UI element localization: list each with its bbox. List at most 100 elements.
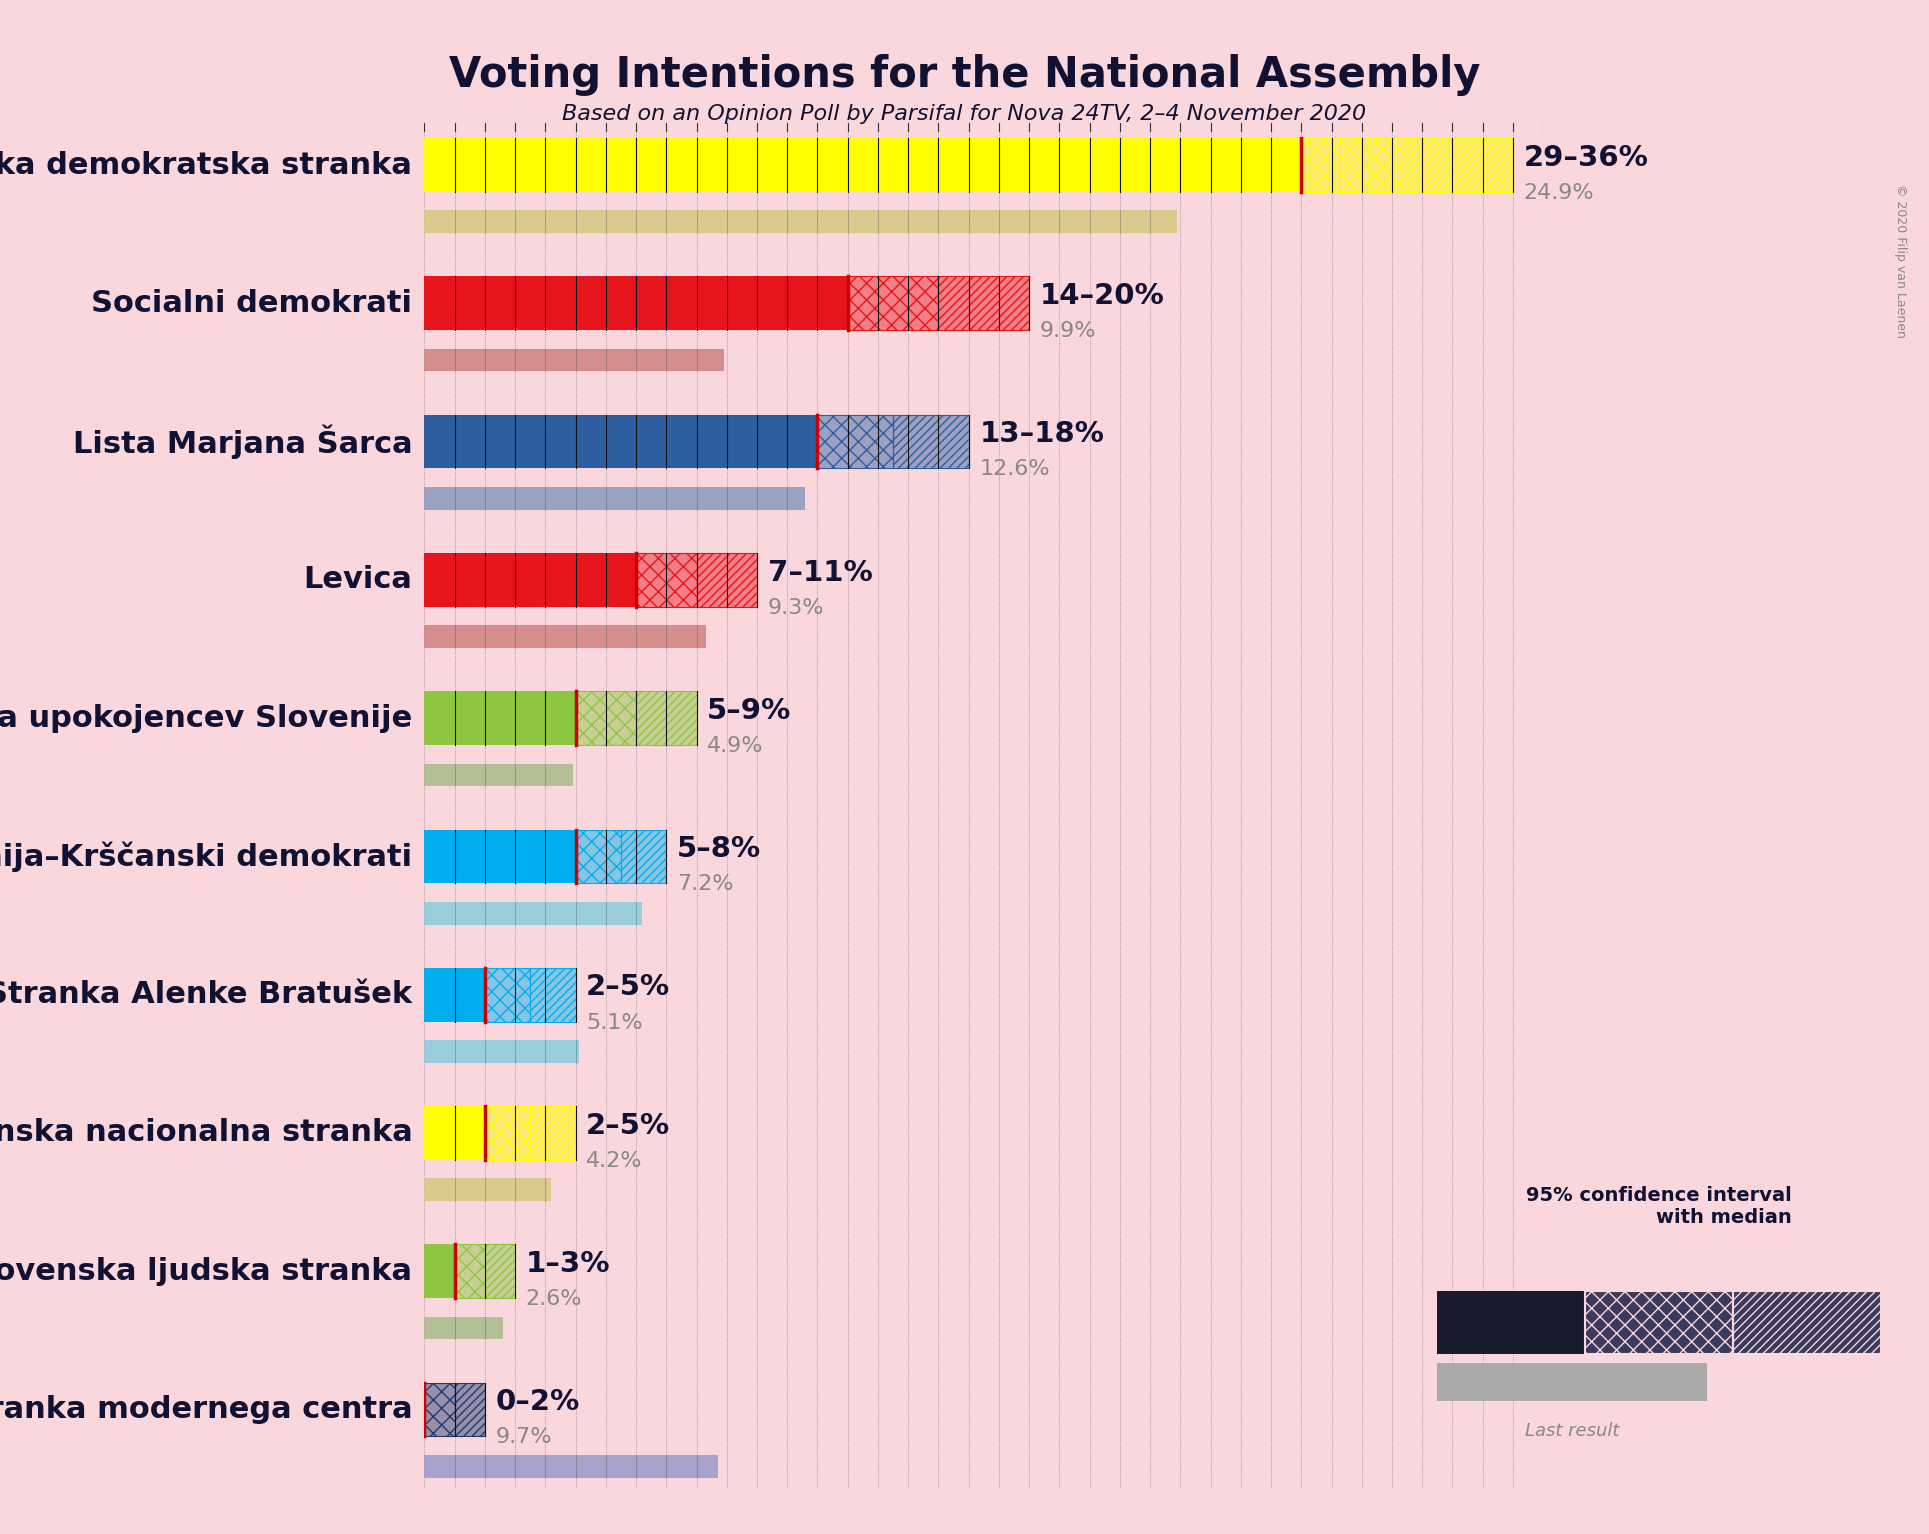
Bar: [893, 414, 968, 468]
Bar: [424, 1178, 552, 1201]
Bar: [1732, 1290, 1881, 1355]
Text: 29–36%: 29–36%: [1524, 144, 1649, 172]
Bar: [937, 276, 1030, 330]
Text: 7–11%: 7–11%: [768, 558, 872, 586]
Bar: [424, 1106, 484, 1160]
Bar: [637, 692, 696, 746]
Bar: [424, 764, 573, 787]
Bar: [1586, 1290, 1732, 1355]
Bar: [1302, 138, 1406, 192]
Bar: [424, 626, 706, 647]
Bar: [424, 414, 818, 468]
Text: 5–9%: 5–9%: [708, 696, 791, 726]
Bar: [696, 554, 756, 607]
Bar: [424, 1454, 718, 1477]
Text: Lista Marjana Šarca: Lista Marjana Šarca: [73, 425, 413, 459]
Text: 5–8%: 5–8%: [677, 834, 762, 864]
Bar: [424, 902, 642, 925]
Bar: [621, 830, 666, 884]
Text: 12.6%: 12.6%: [980, 460, 1049, 480]
Text: Last result: Last result: [1526, 1422, 1618, 1440]
Text: 14–20%: 14–20%: [1040, 282, 1165, 310]
Bar: [424, 830, 575, 884]
Bar: [1406, 138, 1512, 192]
Bar: [484, 1244, 515, 1298]
Bar: [575, 830, 621, 884]
Bar: [424, 1244, 455, 1298]
Bar: [455, 1382, 484, 1436]
Bar: [424, 210, 1177, 233]
Bar: [1437, 1362, 1707, 1402]
Text: Socialni demokrati: Socialni demokrati: [91, 288, 413, 318]
Bar: [637, 692, 696, 746]
Bar: [530, 1106, 575, 1160]
Text: Nova Slovenija–Krščanski demokrati: Nova Slovenija–Krščanski demokrati: [0, 841, 413, 871]
Bar: [484, 968, 530, 1022]
Bar: [424, 1316, 503, 1339]
Text: 5.1%: 5.1%: [586, 1012, 642, 1032]
Bar: [818, 414, 893, 468]
Text: Demokratična stranka upokojencev Slovenije: Demokratična stranka upokojencev Sloveni…: [0, 703, 413, 733]
Bar: [1406, 138, 1512, 192]
Text: 4.9%: 4.9%: [708, 736, 764, 756]
Bar: [424, 692, 575, 746]
Bar: [575, 830, 621, 884]
Bar: [455, 1382, 484, 1436]
Bar: [424, 1382, 455, 1436]
Bar: [696, 554, 756, 607]
Text: © 2020 Filip van Laenen: © 2020 Filip van Laenen: [1894, 184, 1906, 337]
Text: Stranka Alenke Bratušek: Stranka Alenke Bratušek: [0, 980, 413, 1009]
Bar: [637, 554, 696, 607]
Text: Levica: Levica: [303, 566, 413, 594]
Text: 1–3%: 1–3%: [527, 1250, 610, 1278]
Bar: [424, 1040, 579, 1063]
Text: 95% confidence interval
with median: 95% confidence interval with median: [1526, 1186, 1792, 1227]
Bar: [530, 1106, 575, 1160]
Text: Voting Intentions for the National Assembly: Voting Intentions for the National Assem…: [449, 54, 1480, 95]
Bar: [893, 414, 968, 468]
Bar: [424, 348, 723, 371]
Bar: [484, 1106, 530, 1160]
Bar: [621, 830, 666, 884]
Bar: [484, 1244, 515, 1298]
Text: 13–18%: 13–18%: [980, 420, 1103, 448]
Text: 4.2%: 4.2%: [586, 1150, 642, 1170]
Text: 2–5%: 2–5%: [586, 974, 669, 1002]
Text: 9.9%: 9.9%: [1040, 321, 1096, 341]
Text: 2–5%: 2–5%: [586, 1112, 669, 1140]
Bar: [1302, 138, 1406, 192]
Text: Stranka modernega centra: Stranka modernega centra: [0, 1394, 413, 1424]
Bar: [424, 486, 806, 509]
Bar: [424, 554, 637, 607]
Bar: [424, 1382, 455, 1436]
Text: Slovenska demokratska stranka: Slovenska demokratska stranka: [0, 150, 413, 179]
Bar: [818, 414, 893, 468]
Bar: [575, 692, 637, 746]
Bar: [637, 554, 696, 607]
Bar: [1437, 1290, 1586, 1355]
Bar: [455, 1244, 484, 1298]
Bar: [484, 968, 530, 1022]
Text: 7.2%: 7.2%: [677, 874, 733, 894]
Bar: [937, 276, 1030, 330]
Bar: [455, 1244, 484, 1298]
Bar: [847, 276, 937, 330]
Text: 9.3%: 9.3%: [768, 598, 824, 618]
Bar: [530, 968, 575, 1022]
Bar: [424, 968, 484, 1022]
Bar: [847, 276, 937, 330]
Text: 2.6%: 2.6%: [527, 1289, 583, 1309]
Bar: [575, 692, 637, 746]
Bar: [1732, 1290, 1881, 1355]
Text: Slovenska ljudska stranka: Slovenska ljudska stranka: [0, 1256, 413, 1285]
Text: 0–2%: 0–2%: [496, 1388, 581, 1416]
Text: Slovenska nacionalna stranka: Slovenska nacionalna stranka: [0, 1118, 413, 1147]
Text: 24.9%: 24.9%: [1524, 183, 1593, 202]
Bar: [484, 1106, 530, 1160]
Text: Based on an Opinion Poll by Parsifal for Nova 24TV, 2–4 November 2020: Based on an Opinion Poll by Parsifal for…: [563, 104, 1366, 124]
Bar: [424, 138, 1302, 192]
Text: 9.7%: 9.7%: [496, 1428, 552, 1448]
Bar: [530, 968, 575, 1022]
Bar: [1586, 1290, 1732, 1355]
Bar: [424, 276, 847, 330]
